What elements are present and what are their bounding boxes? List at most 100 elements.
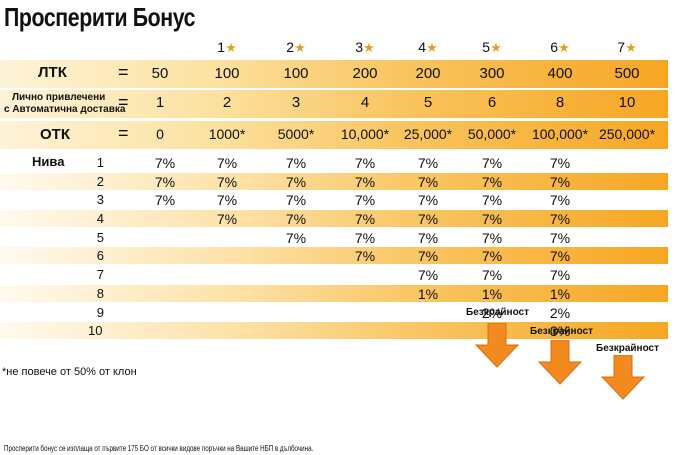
column-header: 6★ — [544, 39, 576, 57]
personal-value: 2 — [222, 94, 232, 111]
otk-label: ОТК — [40, 126, 70, 143]
level-cell: 7% — [549, 248, 571, 264]
level-cell: 7% — [285, 211, 307, 227]
level-cell: 7% — [549, 155, 571, 171]
infinity-label-col7: Безкрайност — [596, 343, 660, 354]
star-icon: ★ — [363, 40, 375, 55]
personal-value: 3 — [291, 94, 301, 111]
bottom-note: Просперити бонус се изплаща от първите 1… — [4, 444, 314, 453]
personal-value: 1 — [155, 94, 165, 111]
infinity-label-col6: Безкрайност — [530, 326, 594, 337]
down-arrow-icon — [474, 323, 520, 368]
level-cell: 7% — [481, 155, 503, 171]
down-arrow-icon — [537, 340, 583, 385]
column-header: 5★ — [476, 39, 508, 57]
level-cell: 7% — [481, 267, 503, 283]
level-cell: 7% — [154, 155, 176, 171]
otk-equals: = — [118, 123, 129, 143]
level-cell: 7% — [549, 174, 571, 190]
level-cell: 2% — [549, 305, 571, 321]
column-header: 7★ — [611, 39, 643, 57]
level-number: 7 — [96, 267, 104, 282]
otk-value: 0 — [156, 126, 164, 142]
personal-value: 8 — [555, 94, 565, 111]
column-header: 3★ — [349, 39, 381, 57]
level-cell: 7% — [216, 192, 238, 208]
level-number: 2 — [96, 174, 104, 189]
level-cell: 7% — [216, 211, 238, 227]
ltk-equals: = — [118, 62, 129, 82]
otk-value: 5000* — [277, 126, 315, 142]
otk-value: 10,000* — [340, 126, 390, 142]
level-cell: 7% — [481, 248, 503, 264]
level-cell: 1% — [549, 286, 571, 302]
level-cell: 7% — [354, 192, 376, 208]
star-icon: ★ — [225, 40, 237, 55]
level-stripe — [0, 173, 668, 190]
level-cell: 7% — [417, 155, 439, 171]
column-number: 3 — [355, 39, 364, 55]
level-number: 8 — [96, 286, 104, 301]
ltk-value: 200 — [415, 65, 441, 82]
level-cell: 7% — [481, 230, 503, 246]
column-header: 1★ — [211, 39, 243, 57]
otk-value: 50,000* — [467, 126, 517, 142]
personal-label-line1: Лично привлечени — [12, 92, 106, 103]
column-header: 4★ — [412, 39, 444, 57]
level-cell: 7% — [417, 174, 439, 190]
column-number: 6 — [550, 39, 559, 55]
level-cell: 7% — [549, 230, 571, 246]
personal-value: 6 — [487, 94, 497, 111]
ltk-value: 500 — [614, 65, 640, 82]
star-icon: ★ — [625, 40, 637, 55]
level-cell: 7% — [285, 174, 307, 190]
level-cell: 7% — [417, 267, 439, 283]
level-cell: 7% — [417, 248, 439, 264]
level-cell: 7% — [285, 192, 307, 208]
personal-value: 4 — [360, 94, 370, 111]
otk-value: 250,000* — [598, 126, 656, 142]
level-cell: 7% — [549, 267, 571, 283]
level-cell: 7% — [417, 192, 439, 208]
level-cell: 7% — [417, 230, 439, 246]
down-arrow-icon — [600, 355, 646, 400]
footnote: *не повече от 50% от клон — [2, 366, 137, 378]
level-cell: 7% — [285, 155, 307, 171]
level-cell: 7% — [549, 211, 571, 227]
level-cell: 7% — [481, 192, 503, 208]
level-number: 4 — [96, 211, 104, 226]
ltk-value: 100 — [214, 65, 240, 82]
level-cell: 2% — [481, 305, 503, 321]
ltk-value: 100 — [283, 65, 309, 82]
level-cell: 7% — [216, 155, 238, 171]
personal-value: 5 — [423, 94, 433, 111]
star-icon: ★ — [558, 40, 570, 55]
level-number: 1 — [96, 155, 104, 170]
level-stripe — [0, 210, 668, 227]
column-number: 1 — [217, 39, 226, 55]
level-cell: 7% — [354, 174, 376, 190]
otk-band — [0, 121, 668, 149]
ltk-value: 300 — [479, 65, 505, 82]
ltk-band — [0, 60, 668, 88]
column-header: 2★ — [280, 39, 312, 57]
star-icon: ★ — [294, 40, 306, 55]
level-cell: 7% — [481, 211, 503, 227]
ltk-label: ЛТК — [38, 64, 67, 81]
level-cell: 7% — [285, 230, 307, 246]
ltk-value: 50 — [151, 65, 169, 82]
level-cell: 7% — [549, 192, 571, 208]
level-cell: 7% — [354, 155, 376, 171]
level-number: 5 — [96, 230, 104, 245]
level-cell: 3% — [549, 323, 571, 339]
level-number: 9 — [96, 305, 104, 320]
star-icon: ★ — [426, 40, 438, 55]
level-cell: 7% — [417, 211, 439, 227]
level-cell: 7% — [216, 174, 238, 190]
level-cell: 1% — [481, 286, 503, 302]
infinity-label-col5: Безкрайност — [466, 307, 530, 318]
personal-equals: = — [118, 92, 129, 112]
level-cell: 7% — [481, 174, 503, 190]
ltk-value: 200 — [352, 65, 378, 82]
level-number: 3 — [96, 192, 104, 207]
